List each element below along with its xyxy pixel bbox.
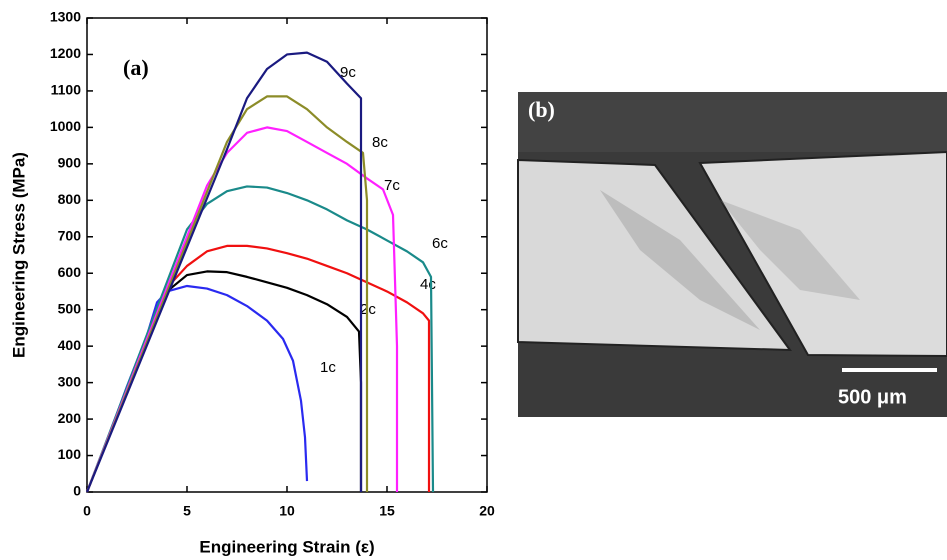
figure: (a) Engineering Strain (ε) Engineering S…: [0, 0, 947, 560]
series-label: 4c: [420, 276, 436, 293]
scale-bar-label: 500 μm: [838, 386, 907, 408]
micrograph: (b) 500 μm: [518, 92, 947, 417]
series-label: 1c: [320, 359, 336, 376]
y-tick-label: 700: [58, 227, 82, 243]
y-tick-label: 900: [58, 155, 82, 171]
y-tick-label: 0: [73, 483, 81, 499]
y-tick-label: 1200: [50, 45, 81, 61]
series-label: 2c: [360, 301, 376, 318]
series-label: 6c: [432, 235, 448, 252]
line-series: [87, 286, 307, 492]
y-tick-label: 1100: [51, 82, 82, 98]
panel-label: (a): [123, 55, 149, 80]
y-tick-label: 400: [58, 337, 82, 353]
y-tick-label: 500: [58, 300, 82, 316]
x-tick-label: 20: [479, 503, 495, 519]
y-tick-label: 100: [58, 446, 82, 462]
y-tick-label: 600: [58, 264, 82, 280]
series-label: 7c: [384, 177, 400, 194]
panel-label: (b): [528, 97, 555, 122]
series-label: 9c: [340, 64, 356, 81]
plot-frame: [87, 18, 487, 492]
x-tick-label: 5: [183, 503, 191, 519]
x-axis-title: Engineering Strain (ε): [199, 537, 374, 556]
series-label: 8c: [372, 134, 388, 151]
y-tick-label: 300: [58, 373, 82, 389]
y-tick-label: 800: [58, 191, 82, 207]
line-series: [87, 186, 433, 492]
image-shade: [518, 92, 947, 152]
x-tick-label: 10: [279, 503, 295, 519]
x-tick-label: 15: [379, 503, 395, 519]
x-tick-label: 0: [83, 503, 91, 519]
y-tick-label: 1300: [50, 9, 81, 25]
chart: (a) Engineering Strain (ε) Engineering S…: [9, 9, 495, 557]
y-tick-label: 200: [58, 410, 82, 426]
line-series: [87, 127, 397, 492]
y-tick-label: 1000: [50, 118, 81, 134]
y-axis-title: Engineering Stress (MPa): [9, 152, 28, 358]
